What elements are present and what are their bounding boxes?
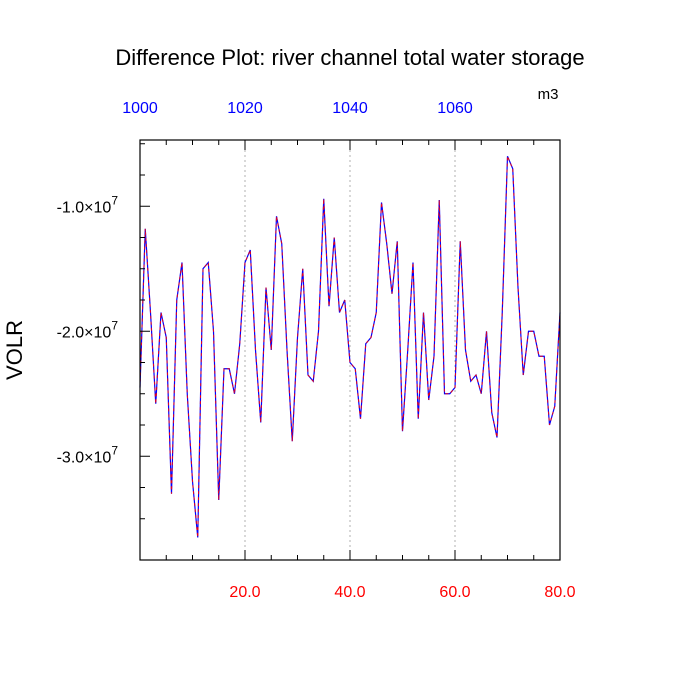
y-axis-title: VOLR	[2, 320, 27, 380]
top-tick-label-3: 1060	[437, 100, 473, 117]
top-tick-label-1: 1020	[227, 100, 263, 117]
units-label: m3	[538, 86, 559, 103]
series-overlay-0	[139, 156, 561, 538]
x-tick-label-1: 40.0	[334, 584, 365, 601]
series-lines	[139, 156, 561, 538]
tick-labels: 20.0 40.0 60.0 80.0 1000 1020 1040 1060 -3.0×107…	[57, 100, 576, 601]
x-tick-label-3: 80.0	[544, 584, 575, 601]
top-tick-label-0: 1000	[122, 100, 158, 117]
top-tick-label-2: 1040	[332, 100, 368, 117]
y-tick-label-1: -2.0×107	[57, 318, 119, 341]
chart-title: Difference Plot: river channel total wat…	[115, 45, 584, 70]
y-tick-label-2: -1.0×107	[57, 193, 119, 216]
axis-ticks	[140, 140, 535, 560]
grid-lines	[244, 140, 456, 560]
y-tick-label-0: -3.0×107	[57, 443, 119, 466]
x-tick-label-0: 20.0	[229, 584, 260, 601]
x-tick-label-2: 60.0	[439, 584, 470, 601]
